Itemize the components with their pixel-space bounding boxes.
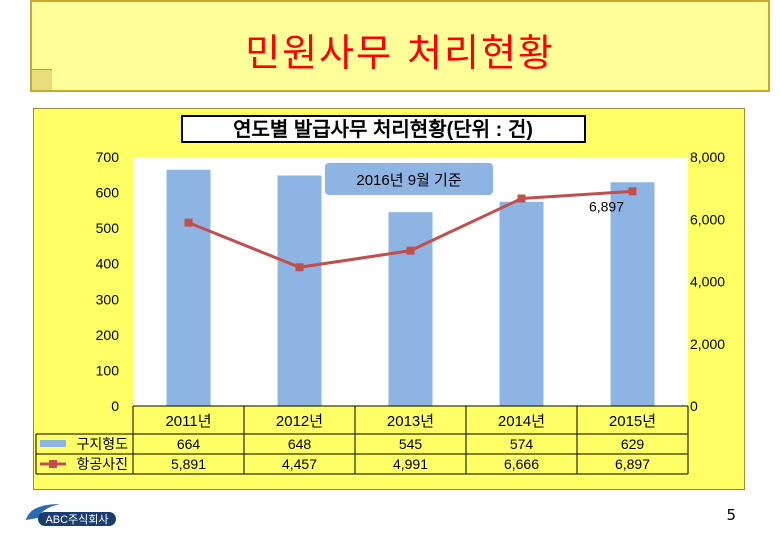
table-cell: 629 [621,436,645,452]
y-left-tick-label: 300 [96,291,120,307]
slide-title: 민원사무 처리현황 [245,31,555,75]
y-left-tick-label: 700 [96,149,120,165]
company-logo: ABC주식회사 [26,504,116,526]
line-point-2011년 [184,218,193,227]
table-cell: 6,666 [504,456,539,472]
y-left-tick-label: 600 [96,185,120,201]
y-left-tick-label: 500 [96,220,120,236]
legend-label: 구지형도 [76,436,128,452]
line-data-label: 6,897 [589,198,624,214]
y-left-tick-label: 200 [96,327,120,343]
x-category-label: 2012년 [276,413,323,430]
x-category-label: 2014년 [498,413,545,430]
x-category-label: 2011년 [165,413,211,430]
table-cell: 664 [177,436,201,452]
bar-2011년 [166,169,211,406]
y-right-tick-label: 0 [690,398,698,414]
line-point-2012년 [295,263,304,272]
bar-2015년 [610,182,655,406]
legend-key-bar [40,440,66,447]
bar-2014년 [499,201,544,406]
y-right-tick-label: 2,000 [690,336,725,352]
table-cell: 574 [510,436,534,452]
bar-2012년 [277,175,322,406]
table-cell: 545 [399,436,423,452]
line-point-2014년 [517,194,526,203]
y-left-tick-label: 400 [96,256,120,272]
title-banner: 민원사무 처리현황 [30,0,770,92]
page-number: 5 [726,506,736,524]
line-point-2015년 [628,187,637,196]
annotation-box [325,163,493,195]
chart-title: 연도별 발급사무 처리현황(단위 : 건) [233,118,533,141]
y-left-tick-label: 0 [111,398,119,414]
table-cell: 6,897 [615,456,650,472]
y-left-tick-label: 100 [96,362,120,378]
table-cell: 4,991 [393,456,428,472]
banner-fold [32,69,52,90]
legend-key-marker [49,460,57,468]
table-cell: 5,891 [171,456,206,472]
chart-title-box [181,115,586,143]
svg-text:ABC주식회사: ABC주식회사 [45,513,108,526]
line-point-2013년 [406,246,415,255]
bar-2013년 [388,212,433,406]
x-category-label: 2015년 [609,413,656,430]
legend-label: 항공사진 [76,456,128,472]
y-right-tick-label: 6,000 [690,211,725,227]
table-cell: 4,457 [282,456,317,472]
x-category-label: 2013년 [387,413,434,430]
table-cell: 648 [288,436,312,452]
y-right-tick-label: 4,000 [690,274,725,290]
y-right-tick-label: 8,000 [690,149,725,165]
annotation-text: 2016년 9월 기준 [356,172,461,189]
